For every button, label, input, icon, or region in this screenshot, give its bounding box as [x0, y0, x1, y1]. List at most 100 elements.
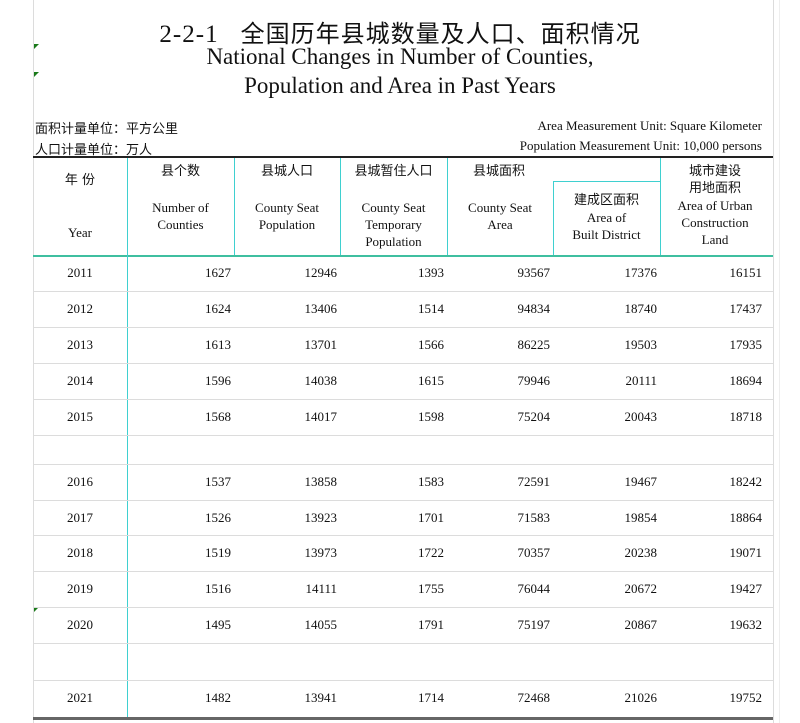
value-cell: 93567 [517, 265, 551, 280]
value-cell: 12946 [304, 265, 338, 280]
year-cell: 2018 [67, 545, 93, 560]
header-en: Construction [681, 215, 749, 230]
header-cn: 城市建设 [688, 164, 741, 179]
value-cell: 86225 [517, 337, 551, 352]
value-cell: 13973 [304, 545, 338, 560]
header-en: Number of [152, 200, 209, 215]
header-urban-construction-land: 城市建设 用地面积 Area of Urban Construction Lan… [660, 163, 770, 248]
value-cell: 72591 [517, 474, 551, 489]
cell-comment-marker [34, 72, 39, 77]
title-cn: 2-2-1 全国历年县城数量及人口、面积情况 [159, 20, 641, 48]
value-cell: 1537 [205, 474, 231, 489]
grid-line [33, 571, 773, 572]
value-cell: 20238 [624, 545, 658, 560]
population-unit-en: Population Measurement Unit: 10,000 pers… [519, 138, 762, 153]
grid-line [33, 500, 773, 501]
header-en: County Seat [255, 200, 319, 215]
value-cell: 14055 [304, 617, 338, 632]
cell-comment-marker [34, 44, 39, 49]
value-cell: 20111 [625, 373, 657, 388]
value-cell: 17376 [624, 265, 658, 280]
area-unit-cn: 面积计量单位：平方公里 [35, 122, 179, 137]
column-divider [447, 158, 448, 255]
value-cell: 1701 [418, 510, 444, 525]
value-cell: 1596 [205, 373, 231, 388]
header-cn: 县城暂住人口 [354, 164, 433, 179]
value-cell: 1615 [418, 373, 444, 388]
value-cell: 16151 [729, 265, 763, 280]
table-bottom-border [33, 717, 773, 720]
value-cell: 70357 [517, 545, 551, 560]
grid-line [773, 0, 774, 723]
header-cn: 用地面积 [688, 181, 741, 196]
value-cell: 1482 [205, 690, 231, 705]
grid-line [33, 607, 773, 608]
value-cell: 21026 [624, 690, 658, 705]
value-cell: 94834 [517, 301, 551, 316]
value-cell: 19467 [624, 474, 658, 489]
header-en: County Seat [468, 200, 532, 215]
value-cell: 13406 [304, 301, 338, 316]
grid-line [33, 464, 773, 465]
header-temporary-population: 县城暂住人口 County Seat Temporary Population [340, 163, 447, 250]
cell-comment-marker [34, 607, 39, 612]
value-cell: 13858 [304, 474, 338, 489]
value-cell: 1393 [418, 265, 444, 280]
value-cell: 20672 [624, 581, 658, 596]
year-cell: 2017 [67, 510, 93, 525]
year-cell: 2015 [67, 409, 93, 424]
value-cell: 75204 [517, 409, 551, 424]
header-bottom-border [33, 255, 773, 257]
subheader-border [553, 181, 660, 182]
value-cell: 18740 [624, 301, 658, 316]
year-cell: 2020 [67, 617, 93, 632]
value-cell: 13941 [304, 690, 338, 705]
value-cell: 18242 [729, 474, 763, 489]
grid-line [33, 291, 773, 292]
column-divider [234, 158, 235, 255]
header-en: Built District [572, 227, 641, 242]
value-cell: 1722 [418, 545, 444, 560]
value-cell: 1624 [205, 301, 231, 316]
value-cell: 75197 [517, 617, 551, 632]
population-unit-cn: 人口计量单位：万人 [35, 143, 153, 158]
value-cell: 18718 [729, 409, 763, 424]
value-cell: 19503 [624, 337, 658, 352]
header-en: Area of [586, 210, 627, 225]
year-cell: 2014 [67, 373, 93, 388]
value-cell: 1514 [418, 301, 444, 316]
value-cell: 19632 [729, 617, 763, 632]
value-cell: 19071 [729, 545, 763, 560]
title-en-line2: Population and Area in Past Years [244, 73, 556, 98]
header-top-border [33, 156, 773, 158]
value-cell: 1613 [205, 337, 231, 352]
header-cn: 建成区面积 [573, 193, 639, 208]
column-divider [340, 158, 341, 255]
value-cell: 14111 [305, 581, 337, 596]
header-en: Temporary [365, 217, 422, 232]
value-cell: 79946 [517, 373, 551, 388]
header-cn: 县城面积 [473, 164, 526, 179]
header-number-of-counties: 县个数 Number of Counties [127, 163, 234, 233]
year-cell: 2016 [67, 474, 93, 489]
year-cell: 2012 [67, 301, 93, 316]
value-cell: 19752 [729, 690, 763, 705]
value-cell: 20867 [624, 617, 658, 632]
value-cell: 13701 [304, 337, 338, 352]
header-county-seat-area: 县城面积 County Seat Area [447, 163, 553, 233]
grid-line [33, 327, 773, 328]
year-cell: 2013 [67, 337, 93, 352]
year-cell: 2021 [67, 690, 93, 705]
grid-line [33, 363, 773, 364]
value-cell: 1526 [205, 510, 231, 525]
grid-line [33, 399, 773, 400]
value-cell: 14038 [304, 373, 338, 388]
value-cell: 1598 [418, 409, 444, 424]
value-cell: 1791 [418, 617, 444, 632]
header-en: Area [487, 217, 513, 232]
year-cell: 2011 [67, 265, 93, 280]
value-cell: 18864 [729, 510, 763, 525]
value-cell: 1566 [418, 337, 444, 352]
header-year-en: Year [68, 225, 92, 240]
value-cell: 19427 [729, 581, 763, 596]
